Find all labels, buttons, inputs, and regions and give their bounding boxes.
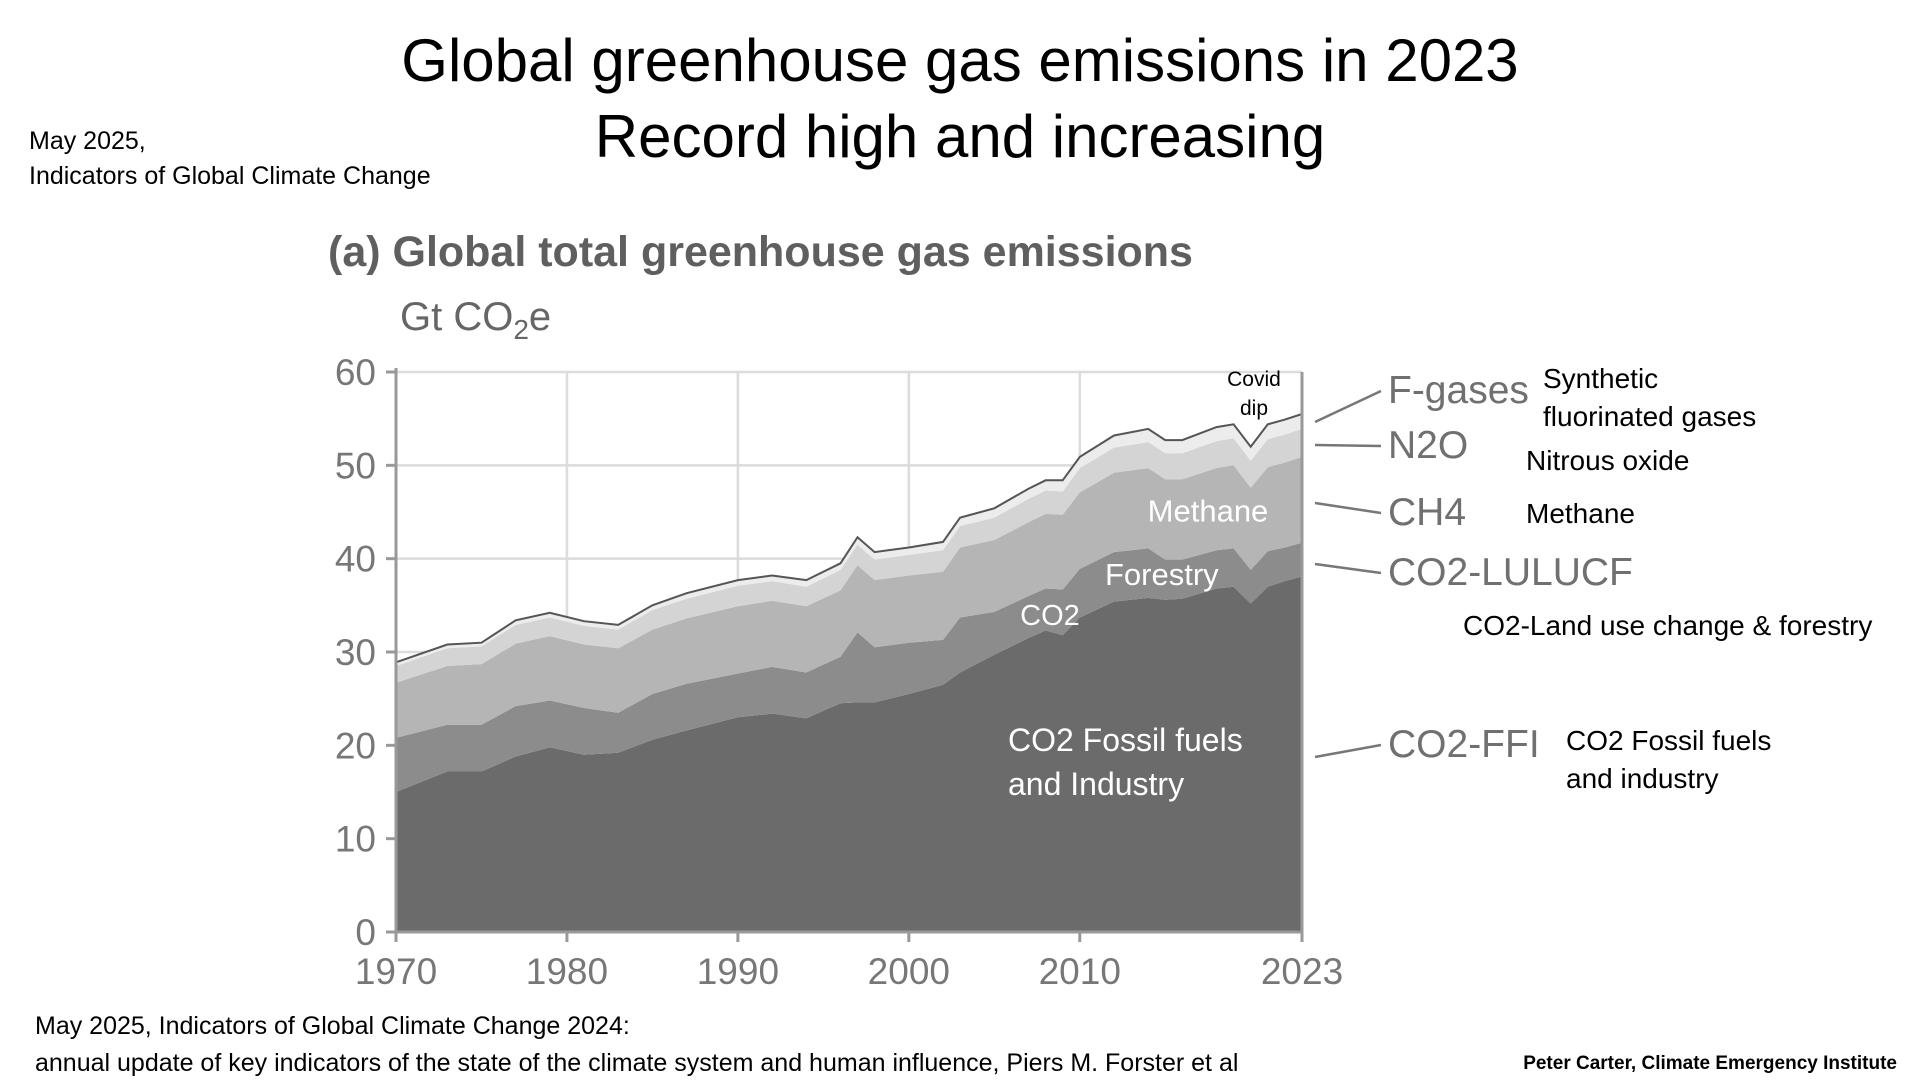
area-f-gases: [396, 414, 1302, 666]
y-axis-label-end: e: [529, 295, 551, 339]
area-co2-lulucf: [396, 542, 1302, 792]
y-tick-label: 50: [335, 445, 376, 486]
bottom-source-line-2: annual update of key indicators of the s…: [35, 1049, 1239, 1077]
y-tick-label: 0: [355, 912, 376, 953]
legend-leader-line: [1314, 743, 1382, 759]
stack-top-outline: [395, 413, 1303, 664]
x-tick-label: 2023: [1261, 951, 1343, 992]
slide-title-line-1: Global greenhouse gas emissions in 2023: [401, 27, 1519, 94]
legend-key-co2-lulucf: CO2-LULUCF: [1388, 551, 1633, 594]
source-note-date: May 2025,: [29, 127, 146, 155]
area-inner-label: CO2: [1020, 600, 1080, 632]
area-inner-label: Methane: [1148, 493, 1269, 528]
area-n2o: [396, 428, 1302, 683]
x-tick-label: 2010: [1039, 951, 1121, 992]
area-ch4: [396, 456, 1302, 738]
chart-title: (a) Global total greenhouse gas emission…: [328, 228, 1193, 276]
y-axis-label: Gt CO2e: [400, 295, 551, 345]
y-tick-label: 10: [335, 819, 376, 860]
area-layer: [395, 413, 1303, 932]
legend-description: CO2 Fossil fuels and industry: [1566, 725, 1771, 794]
legend-key-co2-ffi: CO2-FFI: [1388, 723, 1540, 766]
area-inner-label: Forestry: [1105, 557, 1219, 592]
legend-leader-line: [1314, 389, 1382, 424]
legend-leader-line: [1314, 501, 1382, 515]
area-inner-label: CO2 Fossil fuels and Industry: [1008, 722, 1243, 802]
y-tick-label: 40: [335, 539, 376, 580]
legend-description: Nitrous oxide: [1526, 445, 1689, 476]
axis-layer: 0 10 20 30 40 50 60 1970 1980 1990 2000 2010 2023: [335, 352, 1343, 992]
y-axis-label-main: Gt CO: [400, 295, 513, 339]
slide-title-line-2: Record high and increasing: [594, 103, 1326, 170]
x-tick-label: 1990: [697, 951, 779, 992]
y-axis-label-sub: 2: [513, 314, 529, 345]
x-tick-label: 1980: [526, 951, 608, 992]
legend-leader-line: [1314, 443, 1382, 448]
legend-description: Synthetic fluorinated gases: [1543, 363, 1756, 432]
legend-description: Methane: [1526, 498, 1635, 529]
bottom-source: May 2025, Indicators of Global Climate C…: [35, 1008, 1238, 1082]
y-tick-label: 60: [335, 352, 376, 393]
label-layer: Methane Forestry CO2 CO2 Fossil fuels and In…: [1008, 368, 1281, 802]
x-tick-label: 2000: [868, 951, 950, 992]
legend-key-n2o: N2O: [1388, 424, 1468, 467]
legend-key-ch4: CH4: [1388, 491, 1466, 534]
legend-description: CO2-Land use change & forestry: [1463, 610, 1872, 641]
area-co2-ffi: [396, 576, 1302, 932]
legend-layer: F-gases Synthetic fluorinated gases N2O Nitr…: [1314, 363, 1872, 794]
author-credit: Peter Carter, Climate Emergency Institut…: [1523, 1053, 1897, 1074]
y-tick-label: 20: [335, 725, 376, 766]
legend-key-f-gases: F-gases: [1388, 369, 1529, 412]
bottom-source-line-1: May 2025, Indicators of Global Climate C…: [35, 1012, 630, 1040]
source-note: May 2025, Indicators of Global Climate C…: [29, 124, 431, 194]
y-tick-label: 30: [335, 632, 376, 673]
legend-leader-line: [1314, 562, 1382, 575]
source-note-report: Indicators of Global Climate Change: [29, 162, 431, 190]
x-tick-label: 1970: [355, 951, 437, 992]
covid-dip-annotation: Covid dip: [1227, 368, 1281, 420]
